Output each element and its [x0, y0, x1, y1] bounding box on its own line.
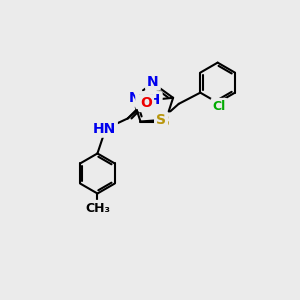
Text: CH₃: CH₃ — [85, 202, 110, 215]
Text: NH: NH — [137, 93, 160, 107]
Text: N: N — [147, 75, 159, 89]
Text: Cl: Cl — [212, 100, 226, 113]
Text: N: N — [128, 91, 140, 105]
Text: O: O — [140, 96, 152, 110]
Text: HN: HN — [93, 122, 116, 136]
Text: S: S — [156, 113, 166, 127]
Text: S: S — [160, 115, 170, 128]
